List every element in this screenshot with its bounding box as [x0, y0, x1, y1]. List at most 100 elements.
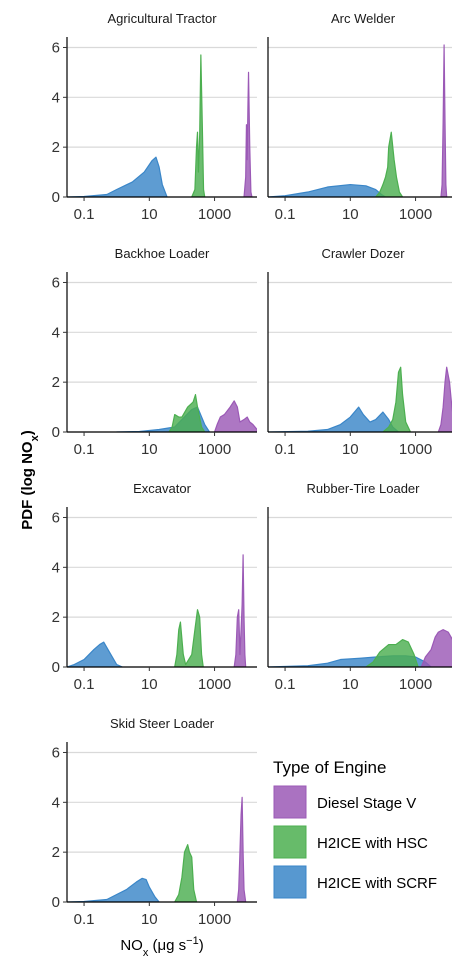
- panel-skid-steer-loader-title: Skid Steer Loader: [110, 716, 215, 731]
- legend-entry-h2ice-with-scrf-label: H2ICE with SCRF: [317, 875, 437, 892]
- panel-rubber-tire-loader-xtick-label-10: 10: [342, 676, 359, 693]
- panel-arc-welder-scrf-area: [268, 183, 387, 197]
- y-axis-label-sub: x: [29, 434, 41, 441]
- panel-arc-welder-hsc-area: [375, 131, 404, 197]
- panel-crawler-dozer-diesel-area: [437, 366, 452, 432]
- panel-backhoe-loader-ytick-label-0: 0: [52, 424, 60, 441]
- x-axis-label: NOx (μg s−1): [120, 935, 203, 959]
- panel-backhoe-loader-xtick-label-10: 10: [141, 441, 158, 458]
- panel-backhoe-loader-ytick-label-2: 2: [52, 374, 60, 391]
- legend: Type of Engine Diesel Stage V H2ICE with …: [273, 758, 437, 899]
- panel-excavator-ytick-label-4: 4: [52, 559, 60, 576]
- panel-excavator: Excavator 0 2 4 6 0.1 10 1000: [52, 481, 257, 693]
- panel-excavator-xtick-label-10: 10: [141, 676, 158, 693]
- panel-agricultural-tractor-xtick-label-1000: 1000: [198, 206, 231, 223]
- panel-agricultural-tractor-title: Agricultural Tractor: [107, 11, 217, 26]
- panel-crawler-dozer-xtick-label-10: 10: [342, 441, 359, 458]
- panel-excavator-title: Excavator: [133, 481, 191, 496]
- legend-title: Type of Engine: [273, 758, 386, 777]
- legend-entry-h2ice-with-hsc-swatch: [273, 825, 307, 859]
- panel-excavator-xtick-label-1000: 1000: [198, 676, 231, 693]
- panel-skid-steer-loader-ytick-label-0: 0: [52, 894, 60, 911]
- panel-rubber-tire-loader-xtick-label-1000: 1000: [399, 676, 432, 693]
- panel-rubber-tire-loader-title: Rubber-Tire Loader: [307, 481, 421, 496]
- panel-arc-welder: Arc Welder 0.1 10 1000: [267, 11, 452, 223]
- panel-skid-steer-loader-ytick-label-6: 6: [52, 744, 60, 761]
- legend-entry-diesel-stage-v-label: Diesel Stage V: [317, 795, 416, 812]
- panel-backhoe-loader-xtick-label-0-1: 0.1: [74, 441, 95, 458]
- panel-skid-steer-loader-xtick-label-10: 10: [141, 911, 158, 928]
- panel-skid-steer-loader-xtick-label-1000: 1000: [198, 911, 231, 928]
- panel-skid-steer-loader-ytick-label-4: 4: [52, 794, 60, 811]
- panel-backhoe-loader-title: Backhoe Loader: [115, 246, 210, 261]
- panel-arc-welder-areas: [268, 44, 448, 197]
- x-axis-label-end: ): [199, 937, 204, 954]
- panel-agricultural-tractor-diesel-area: [243, 71, 253, 197]
- panel-crawler-dozer-scrf-area: [268, 406, 400, 432]
- panel-skid-steer-loader: Skid Steer Loader 0 2 4 6 0.1 10 1000: [52, 716, 257, 928]
- legend-entry-diesel-stage-v: Diesel Stage V: [273, 785, 416, 819]
- panel-agricultural-tractor: Agricultural Tractor 0 2 4 6 0.1 10 1000: [52, 11, 257, 223]
- x-axis-label-tail: (μg s: [148, 937, 186, 954]
- y-axis-label-main: PDF (log NO: [19, 441, 36, 530]
- panel-crawler-dozer-hsc-area: [382, 366, 412, 432]
- panel-agricultural-tractor-xtick-label-0-1: 0.1: [74, 206, 95, 223]
- panel-rubber-tire-loader-diesel-area: [420, 629, 452, 667]
- x-axis-label-sup: −1: [186, 935, 199, 947]
- panel-rubber-tire-loader-hsc-area: [365, 638, 419, 667]
- legend-entry-h2ice-with-scrf-swatch: [273, 865, 307, 899]
- x-axis-label-sub: x: [143, 947, 149, 959]
- panel-skid-steer-loader-hsc-area: [174, 844, 198, 902]
- panel-rubber-tire-loader-areas: [268, 629, 452, 667]
- panel-backhoe-loader: Backhoe Loader 0 2 4 6 0.1 10 1000: [52, 246, 257, 458]
- panel-crawler-dozer: Crawler Dozer 0.1 10 1000: [267, 246, 452, 458]
- legend-entries: Diesel Stage V H2ICE with HSC H2ICE with S…: [273, 785, 437, 899]
- panel-skid-steer-loader-scrf-area: [67, 877, 160, 902]
- panel-excavator-diesel-area: [233, 554, 247, 667]
- panel-arc-welder-xtick-label-10: 10: [342, 206, 359, 223]
- y-axis-label-tail: ): [19, 430, 36, 435]
- legend-entry-h2ice-with-hsc-label: H2ICE with HSC: [317, 835, 428, 852]
- panel-excavator-hsc-area: [174, 609, 204, 667]
- panel-backhoe-loader-diesel-area: [213, 400, 257, 432]
- panel-crawler-dozer-xtick-label-0-1: 0.1: [275, 441, 296, 458]
- panel-backhoe-loader-hsc-area: [168, 394, 206, 432]
- legend-entry-h2ice-with-scrf: H2ICE with SCRF: [273, 865, 437, 899]
- panel-crawler-dozer-areas: [268, 366, 452, 432]
- panel-excavator-areas: [67, 554, 247, 667]
- panel-backhoe-loader-xtick-label-1000: 1000: [198, 441, 231, 458]
- panel-backhoe-loader-ytick-label-6: 6: [52, 274, 60, 291]
- panel-arc-welder-xtick-label-0-1: 0.1: [275, 206, 296, 223]
- x-axis-label-main: NO: [120, 937, 143, 954]
- panel-skid-steer-loader-xtick-label-0-1: 0.1: [74, 911, 95, 928]
- panel-agricultural-tractor-ytick-label-4: 4: [52, 89, 60, 106]
- panel-skid-steer-loader-diesel-area: [236, 796, 247, 902]
- panel-agricultural-tractor-ytick-label-0: 0: [52, 189, 60, 206]
- legend-entry-h2ice-with-hsc: H2ICE with HSC: [273, 825, 428, 859]
- panel-agricultural-tractor-ytick-label-2: 2: [52, 139, 60, 156]
- panel-arc-welder-diesel-area: [440, 44, 448, 197]
- panel-backhoe-loader-ytick-label-4: 4: [52, 324, 60, 341]
- panel-crawler-dozer-title: Crawler Dozer: [321, 246, 405, 261]
- panel-agricultural-tractor-areas: [67, 54, 253, 197]
- panel-excavator-xtick-label-0-1: 0.1: [74, 676, 95, 693]
- panel-agricultural-tractor-ytick-label-6: 6: [52, 39, 60, 56]
- panel-excavator-ytick-label-2: 2: [52, 609, 60, 626]
- panel-arc-welder-title: Arc Welder: [331, 11, 396, 26]
- panel-excavator-ytick-label-6: 6: [52, 509, 60, 526]
- panel-excavator-scrf-area: [67, 641, 124, 667]
- panel-excavator-ytick-label-0: 0: [52, 659, 60, 676]
- panel-agricultural-tractor-scrf-area: [67, 156, 168, 197]
- y-axis-label: PDF (log NOx): [19, 430, 41, 529]
- panel-rubber-tire-loader: Rubber-Tire Loader 0.1 10 1000: [267, 481, 452, 693]
- panel-rubber-tire-loader-xtick-label-0-1: 0.1: [275, 676, 296, 693]
- panel-skid-steer-loader-ytick-label-2: 2: [52, 844, 60, 861]
- panel-agricultural-tractor-hsc-area: [191, 54, 206, 197]
- legend-entry-diesel-stage-v-swatch: [273, 785, 307, 819]
- panel-backhoe-loader-areas: [116, 394, 257, 432]
- panel-agricultural-tractor-xtick-label-10: 10: [141, 206, 158, 223]
- panel-arc-welder-xtick-label-1000: 1000: [399, 206, 432, 223]
- panel-skid-steer-loader-areas: [67, 796, 247, 902]
